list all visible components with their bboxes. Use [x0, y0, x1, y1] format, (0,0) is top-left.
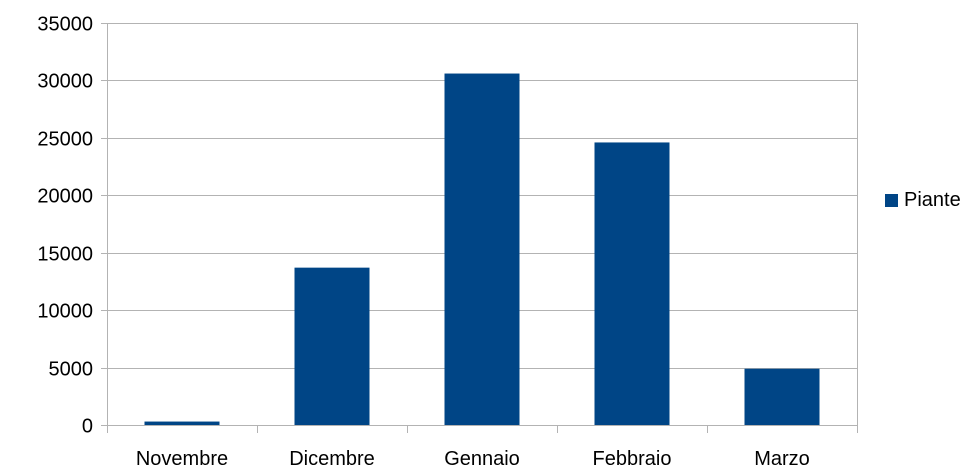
- bar-dicembre: [295, 268, 370, 425]
- legend-label: Piante: [904, 189, 961, 211]
- bar-marzo: [745, 369, 820, 425]
- x-tick-labels: Novembre Dicembre Gennaio Febbraio Marzo: [136, 448, 810, 470]
- y-tick-labels: 0 5000 10000 15000 20000 25000 30000 35000: [37, 14, 93, 438]
- x-tick-label: Novembre: [136, 448, 228, 470]
- x-tick-label: Dicembre: [289, 448, 375, 470]
- legend-swatch: [885, 194, 898, 207]
- bar-novembre: [145, 422, 220, 425]
- bar-gennaio: [445, 74, 520, 425]
- legend: Piante: [885, 189, 961, 211]
- y-tick-label: 5000: [49, 359, 94, 381]
- x-tick-label: Gennaio: [444, 448, 520, 470]
- y-tick-label: 10000: [37, 301, 93, 323]
- y-tick-label: 30000: [37, 71, 93, 93]
- x-tick-label: Marzo: [754, 448, 810, 470]
- y-tick-label: 0: [82, 416, 93, 438]
- bar-febbraio: [595, 142, 670, 425]
- y-tick-label: 35000: [37, 14, 93, 36]
- y-tick-label: 20000: [37, 186, 93, 208]
- bars: [145, 74, 820, 425]
- x-tick-label: Febbraio: [593, 448, 672, 470]
- y-tick-label: 15000: [37, 244, 93, 266]
- y-tick-label: 25000: [37, 129, 93, 151]
